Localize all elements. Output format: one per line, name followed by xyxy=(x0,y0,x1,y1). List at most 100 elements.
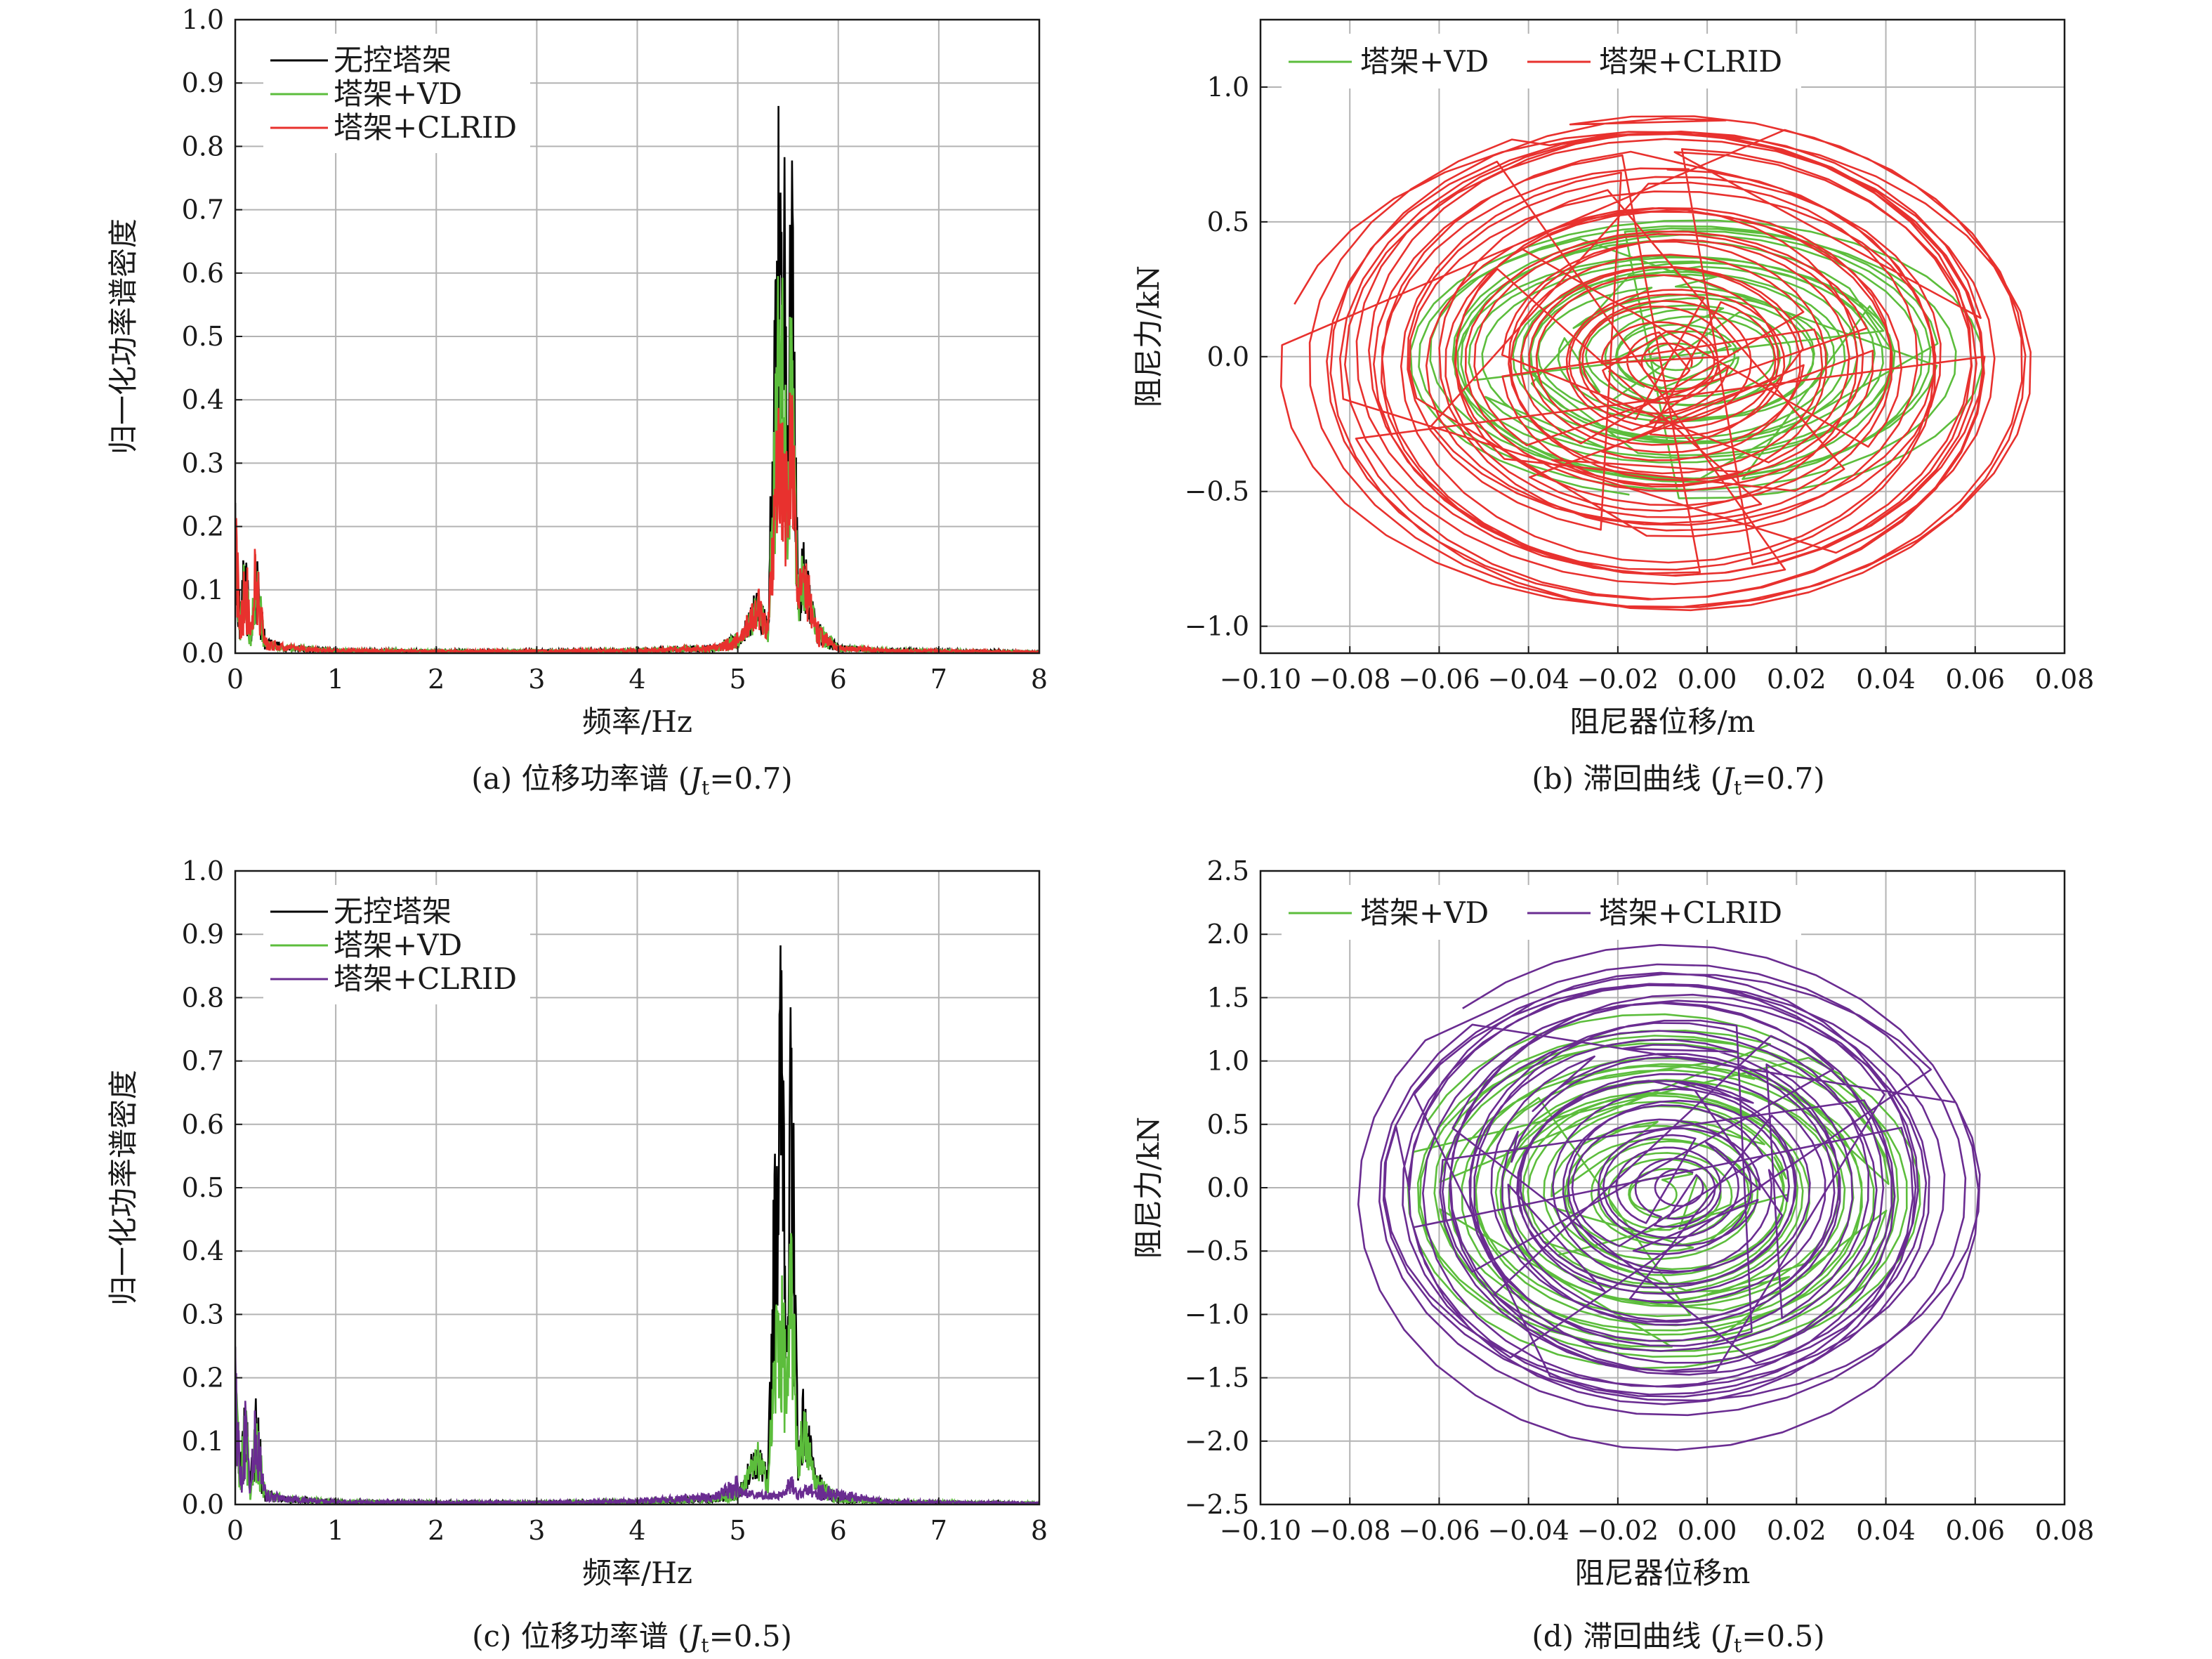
x-tick-label: −0.06 xyxy=(1398,1515,1480,1546)
x-tick-label: 8 xyxy=(1031,1515,1048,1546)
x-tick-label: −0.08 xyxy=(1309,664,1390,695)
y-tick-label: −2.5 xyxy=(1185,1489,1249,1520)
y-tick-label: −1.0 xyxy=(1185,611,1249,642)
panel-d-hysteresis-chart: −0.10 −0.08 −0.06 −0.04 −0.02 0.00 0.02 0.04 0.0… xyxy=(1131,855,2094,1590)
x-tick-label: 0.04 xyxy=(1856,664,1916,695)
x-axis-label: 频率/Hz xyxy=(582,704,692,739)
legend-label-2: 塔架+VD xyxy=(334,77,462,111)
x-tick-label: 5 xyxy=(730,1515,746,1546)
x-tick-label: 4 xyxy=(628,1515,645,1546)
x-tick-label: −0.10 xyxy=(1220,664,1301,695)
y-tick-label: 0.2 xyxy=(182,511,224,542)
x-tick-label: 0.00 xyxy=(1678,1515,1737,1546)
y-tick-label: 0.5 xyxy=(182,321,224,352)
y-tick-label: −1.5 xyxy=(1185,1363,1249,1394)
y-tick-label: 0.1 xyxy=(182,1426,224,1457)
y-tick-label: 0.7 xyxy=(182,1046,224,1077)
x-tick-label: 0.00 xyxy=(1678,664,1737,695)
legend-label-1: 塔架+VD xyxy=(1360,896,1489,930)
axis-ticks: −0.10 −0.08 −0.06 −0.04 −0.02 0.00 0.02 0.04 0.0… xyxy=(1185,855,2095,1546)
x-tick-label: 5 xyxy=(730,664,746,695)
grid-lines xyxy=(235,19,1040,654)
x-tick-label: 0.04 xyxy=(1856,1515,1916,1546)
x-tick-label: 0.06 xyxy=(1945,1515,2005,1546)
x-tick-label: 0.02 xyxy=(1767,1515,1826,1546)
panel-a-psd-chart: 0 1 2 3 4 5 6 7 8 0.0 0.1 0.2 0.3 0.4 0.5 0.6 0.7 0.8 0.9 1… xyxy=(106,4,1048,739)
x-tick-label: −0.04 xyxy=(1487,664,1569,695)
x-tick-label: −0.04 xyxy=(1487,1515,1569,1546)
y-tick-label: 0.5 xyxy=(182,1172,224,1203)
legend-label-2: 塔架+CLRID xyxy=(1599,896,1782,930)
x-tick-label: 0 xyxy=(227,664,244,695)
legend-label-3: 塔架+CLRID xyxy=(334,962,517,996)
y-tick-label: 0.7 xyxy=(182,195,224,225)
y-axis-label: 归一化功率谱密度 xyxy=(106,1070,140,1306)
y-tick-label: 0.6 xyxy=(182,258,224,289)
y-tick-label: 1.0 xyxy=(182,4,224,35)
legend: 塔架+VD 塔架+CLRID xyxy=(1282,34,1801,88)
x-tick-label: 1 xyxy=(327,1515,344,1546)
plot-frame xyxy=(1259,18,2066,655)
y-tick-label: −0.5 xyxy=(1185,1235,1249,1266)
x-tick-label: −0.02 xyxy=(1577,1515,1659,1546)
y-tick-label: 0.4 xyxy=(182,384,224,415)
x-tick-label: −0.06 xyxy=(1398,664,1480,695)
x-tick-label: 2 xyxy=(428,1515,445,1546)
x-tick-label: 6 xyxy=(830,1515,847,1546)
x-tick-label: −0.10 xyxy=(1220,1515,1301,1546)
legend-label-2: 塔架+VD xyxy=(334,928,462,962)
y-tick-label: 0.1 xyxy=(182,575,224,605)
y-tick-label: 0.3 xyxy=(182,1299,224,1330)
axis-ticks: 0 1 2 3 4 5 6 7 8 0.0 0.1 0.2 0.3 0.4 0.5 0.6 0.7 0.8 0.9 1… xyxy=(182,4,1048,695)
y-tick-label: 0.4 xyxy=(182,1235,224,1266)
y-tick-label: 2.0 xyxy=(1207,919,1249,950)
y-tick-label: 0.8 xyxy=(182,982,224,1013)
x-tick-label: 7 xyxy=(930,664,947,695)
series-loops-1 xyxy=(1409,219,1984,499)
y-tick-label: 1.0 xyxy=(1207,72,1249,103)
x-tick-label: 1 xyxy=(327,664,344,695)
x-tick-label: 0.06 xyxy=(1945,664,2005,695)
axis-ticks: 0 1 2 3 4 5 6 7 8 0.0 0.1 0.2 0.3 0.4 0.5 0.6 0.7 0.8 0.9 1… xyxy=(182,855,1048,1546)
y-axis-label: 阻尼力/kN xyxy=(1131,265,1166,407)
caption-c: (c) 位移功率谱 (Jt=0.5) xyxy=(472,1619,792,1657)
y-tick-label: 0.6 xyxy=(182,1109,224,1140)
panel-b-hysteresis-chart: −0.10 −0.08 −0.06 −0.04 −0.02 0.00 0.02 0.04 0.0… xyxy=(1131,18,2095,739)
legend-label-1: 无控塔架 xyxy=(334,43,452,77)
x-tick-label: −0.08 xyxy=(1309,1515,1390,1546)
x-tick-label: 7 xyxy=(930,1515,947,1546)
series-loops-2 xyxy=(1357,944,1981,1451)
y-tick-label: 0.3 xyxy=(182,447,224,478)
y-tick-label: 1.0 xyxy=(182,855,224,886)
legend-label-3: 塔架+CLRID xyxy=(334,110,517,145)
y-tick-label: 0.5 xyxy=(1207,1109,1249,1140)
legend-label-1: 无控塔架 xyxy=(334,894,452,929)
x-tick-label: 6 xyxy=(830,664,847,695)
x-tick-label: 2 xyxy=(428,664,445,695)
y-tick-label: −0.5 xyxy=(1185,476,1249,507)
y-tick-label: 0.0 xyxy=(182,638,224,669)
x-axis-label: 频率/Hz xyxy=(582,1556,692,1590)
y-tick-label: −1.0 xyxy=(1185,1299,1249,1330)
x-tick-label: 8 xyxy=(1031,664,1048,695)
y-tick-label: 1.0 xyxy=(1207,1046,1249,1077)
y-tick-label: 0.8 xyxy=(182,131,224,162)
y-tick-label: 0.5 xyxy=(1207,206,1249,237)
x-tick-label: 3 xyxy=(528,1515,545,1546)
y-tick-label: 0.0 xyxy=(1207,1172,1249,1203)
y-tick-label: 0.9 xyxy=(182,67,224,98)
panel-c-psd-chart: 0 1 2 3 4 5 6 7 8 0.0 0.1 0.2 0.3 0.4 0.5 0.6 0.7 0.8 0.9 1… xyxy=(106,855,1048,1590)
caption-d: (d) 滞回曲线 (Jt=0.5) xyxy=(1532,1619,1824,1657)
caption-b: (b) 滞回曲线 (Jt=0.7) xyxy=(1532,761,1824,799)
plot-area xyxy=(1357,944,1981,1451)
y-axis-label: 阻尼力/kN xyxy=(1131,1117,1166,1259)
y-tick-label: 0.0 xyxy=(182,1489,224,1520)
y-tick-label: 0.0 xyxy=(1207,341,1249,372)
y-tick-label: 1.5 xyxy=(1207,982,1249,1013)
y-tick-label: 0.2 xyxy=(182,1363,224,1394)
x-tick-label: −0.02 xyxy=(1577,664,1659,695)
x-tick-label: 0.08 xyxy=(2035,664,2095,695)
y-tick-label: −2.0 xyxy=(1185,1426,1249,1457)
y-tick-label: 0.9 xyxy=(182,919,224,950)
